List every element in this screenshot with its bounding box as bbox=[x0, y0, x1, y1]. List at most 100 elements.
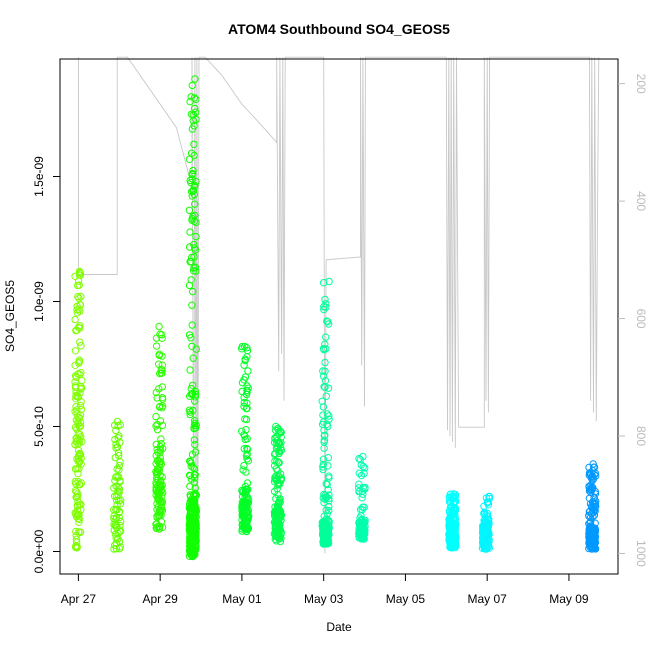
data-point bbox=[320, 498, 328, 507]
data-point bbox=[76, 324, 84, 332]
series-9 bbox=[445, 490, 460, 552]
data-point bbox=[270, 487, 279, 496]
data-point bbox=[320, 436, 329, 444]
pressure-trace-line bbox=[77, 56, 600, 554]
data-point bbox=[157, 501, 166, 509]
data-point bbox=[76, 418, 85, 427]
data-point bbox=[189, 389, 197, 397]
series-8 bbox=[355, 452, 369, 543]
data-point bbox=[446, 525, 454, 533]
data-point bbox=[192, 518, 200, 526]
data-point bbox=[187, 276, 195, 284]
data-point bbox=[74, 429, 83, 438]
data-point bbox=[322, 333, 330, 341]
data-point bbox=[191, 246, 200, 254]
data-point bbox=[74, 281, 82, 290]
data-point bbox=[275, 522, 283, 530]
data-point bbox=[115, 451, 123, 460]
data-point bbox=[446, 498, 455, 506]
data-point bbox=[74, 454, 83, 463]
data-point bbox=[238, 511, 246, 520]
data-point bbox=[242, 404, 251, 413]
data-point bbox=[586, 525, 595, 533]
data-point bbox=[192, 218, 200, 227]
data-point bbox=[72, 403, 80, 411]
data-point bbox=[191, 484, 200, 492]
data-point bbox=[154, 512, 163, 520]
data-point bbox=[189, 406, 197, 415]
data-point bbox=[323, 540, 331, 548]
data-point bbox=[588, 530, 596, 539]
data-point bbox=[189, 187, 197, 195]
data-point bbox=[322, 303, 330, 311]
data-point bbox=[325, 502, 333, 511]
data-point bbox=[590, 463, 599, 471]
data-point bbox=[75, 356, 84, 364]
data-point bbox=[587, 471, 595, 479]
data-point bbox=[319, 367, 327, 375]
data-point bbox=[112, 545, 121, 553]
data-point bbox=[152, 342, 161, 350]
data-point bbox=[238, 492, 247, 501]
data-point bbox=[359, 462, 367, 471]
series-10 bbox=[478, 492, 494, 553]
data-point bbox=[73, 502, 82, 510]
data-point bbox=[324, 422, 332, 431]
data-point bbox=[484, 498, 492, 506]
data-point bbox=[355, 487, 363, 496]
data-point bbox=[322, 392, 330, 400]
data-point bbox=[320, 305, 328, 314]
data-point bbox=[74, 457, 83, 465]
data-point bbox=[189, 354, 197, 362]
data-point bbox=[186, 497, 195, 506]
data-point bbox=[77, 342, 85, 350]
data-point bbox=[240, 376, 248, 384]
data-point bbox=[155, 322, 163, 331]
data-point bbox=[190, 424, 199, 433]
data-point bbox=[192, 508, 201, 516]
data-point bbox=[324, 454, 332, 462]
data-point bbox=[154, 488, 162, 496]
series-11 bbox=[585, 460, 600, 553]
data-point bbox=[585, 482, 593, 490]
data-point bbox=[446, 522, 454, 530]
data-point bbox=[586, 470, 594, 478]
data-point bbox=[186, 457, 195, 466]
data-point bbox=[185, 243, 194, 251]
data-point bbox=[156, 417, 165, 425]
data-point bbox=[112, 534, 120, 542]
data-point bbox=[449, 508, 457, 517]
data-point bbox=[158, 383, 167, 391]
data-point bbox=[157, 369, 166, 377]
data-point bbox=[324, 518, 332, 526]
data-point bbox=[152, 524, 161, 532]
data-point bbox=[271, 473, 279, 482]
data-point bbox=[357, 461, 365, 469]
data-point bbox=[158, 444, 167, 453]
data-point bbox=[188, 450, 197, 459]
data-point bbox=[190, 503, 199, 511]
data-point bbox=[239, 503, 248, 512]
x-tick-label: May 09 bbox=[549, 592, 589, 606]
data-point bbox=[152, 412, 160, 421]
data-point bbox=[356, 455, 364, 464]
data-point bbox=[71, 361, 79, 369]
data-point bbox=[323, 410, 331, 418]
y-tick-label: 1.0e-09 bbox=[32, 281, 46, 322]
series-3 bbox=[152, 322, 167, 533]
data-point bbox=[188, 321, 196, 329]
data-point bbox=[156, 442, 165, 451]
data-point bbox=[75, 518, 83, 526]
data-point bbox=[158, 366, 166, 374]
data-point bbox=[243, 435, 251, 443]
data-point bbox=[186, 482, 194, 490]
x-tick-label: May 07 bbox=[468, 592, 508, 606]
data-point bbox=[319, 372, 328, 380]
data-point bbox=[112, 539, 121, 547]
data-point bbox=[271, 507, 279, 515]
pressure-tick-label: 200 bbox=[634, 74, 648, 94]
data-point bbox=[77, 500, 85, 509]
data-point bbox=[186, 492, 195, 501]
series-6 bbox=[270, 422, 286, 546]
